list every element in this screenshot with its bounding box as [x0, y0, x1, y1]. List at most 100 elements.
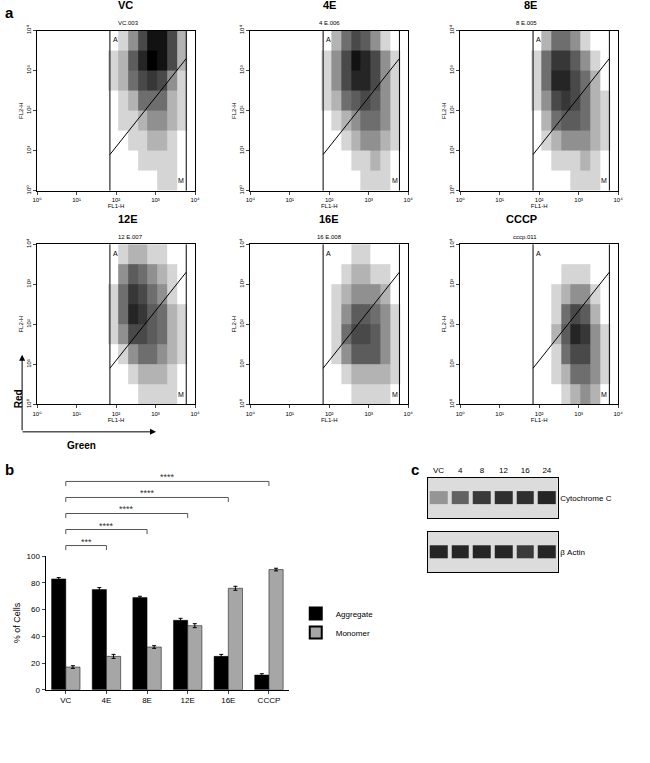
svg-text:% of Cells: % of Cells	[12, 602, 22, 643]
svg-text:10⁴: 10⁴	[190, 197, 200, 203]
svg-text:10²: 10²	[449, 319, 455, 328]
svg-text:10³: 10³	[449, 65, 455, 74]
svg-text:4 E.006: 4 E.006	[319, 20, 340, 26]
svg-text:10¹: 10¹	[26, 145, 32, 154]
svg-text:β Actin: β Actin	[560, 548, 585, 557]
svg-text:10³: 10³	[574, 197, 583, 203]
svg-text:10³: 10³	[239, 65, 245, 74]
svg-text:4: 4	[458, 466, 463, 475]
svg-text:10⁰: 10⁰	[246, 411, 256, 417]
svg-text:10³: 10³	[449, 279, 455, 288]
svg-text:10⁰: 10⁰	[246, 197, 256, 203]
svg-text:A: A	[536, 250, 541, 257]
svg-text:M: M	[178, 391, 184, 398]
svg-text:M: M	[601, 177, 607, 184]
svg-text:4E: 4E	[323, 0, 336, 11]
svg-text:100: 100	[27, 552, 41, 561]
svg-text:10¹: 10¹	[449, 145, 455, 154]
svg-text:10¹: 10¹	[285, 197, 294, 203]
svg-text:10²: 10²	[239, 105, 245, 114]
svg-text:VC: VC	[118, 0, 133, 11]
svg-text:A: A	[113, 250, 118, 257]
svg-text:VC: VC	[60, 696, 71, 705]
svg-text:FL2-H: FL2-H	[18, 102, 24, 119]
svg-text:0: 0	[35, 686, 40, 695]
svg-text:10¹: 10¹	[495, 411, 504, 417]
svg-text:10⁴: 10⁴	[614, 411, 624, 417]
svg-text:VC: VC	[433, 466, 444, 475]
svg-text:10³: 10³	[26, 279, 32, 288]
svg-text:FL1-H: FL1-H	[321, 203, 338, 209]
svg-text:10⁴: 10⁴	[26, 238, 32, 248]
svg-text:10⁴: 10⁴	[26, 25, 32, 35]
svg-text:A: A	[536, 36, 541, 43]
svg-text:M: M	[178, 177, 184, 184]
svg-text:8: 8	[480, 466, 485, 475]
svg-text:12E: 12E	[181, 696, 195, 705]
svg-text:FL1-H: FL1-H	[531, 417, 548, 423]
svg-text:10⁰: 10⁰	[449, 398, 455, 408]
svg-text:8 E.005: 8 E.005	[516, 20, 537, 26]
svg-text:FL1-H: FL1-H	[108, 203, 125, 209]
svg-text:10²: 10²	[239, 319, 245, 328]
svg-text:10⁰: 10⁰	[456, 197, 466, 203]
svg-text:10¹: 10¹	[495, 197, 504, 203]
svg-text:10⁴: 10⁴	[404, 411, 414, 417]
svg-text:cccp.011: cccp.011	[513, 234, 537, 240]
svg-text:10³: 10³	[574, 411, 583, 417]
svg-text:10⁰: 10⁰	[449, 185, 455, 195]
svg-text:10⁴: 10⁴	[239, 25, 245, 35]
svg-text:10³: 10³	[239, 279, 245, 288]
svg-text:M: M	[392, 391, 398, 398]
svg-text:FL1-H: FL1-H	[108, 417, 125, 423]
svg-text:CCCP: CCCP	[258, 696, 281, 705]
svg-text:10²: 10²	[449, 105, 455, 114]
svg-text:b: b	[5, 461, 14, 478]
svg-text:A: A	[113, 36, 118, 43]
svg-text:FL2-H: FL2-H	[231, 102, 237, 119]
svg-text:24: 24	[542, 466, 551, 475]
svg-text:10⁰: 10⁰	[33, 197, 43, 203]
svg-text:FL2-H: FL2-H	[441, 102, 447, 119]
svg-text:10²: 10²	[325, 197, 334, 203]
svg-text:10⁴: 10⁴	[239, 238, 245, 248]
svg-text:10⁰: 10⁰	[456, 411, 466, 417]
svg-text:Aggregate: Aggregate	[336, 610, 373, 619]
svg-text:8E: 8E	[524, 0, 537, 11]
svg-text:10⁰: 10⁰	[26, 398, 32, 408]
svg-text:****: ****	[99, 521, 114, 531]
svg-text:A: A	[326, 36, 331, 43]
svg-text:10¹: 10¹	[239, 145, 245, 154]
svg-text:8E: 8E	[142, 696, 152, 705]
svg-text:10⁴: 10⁴	[190, 411, 200, 417]
svg-text:10²: 10²	[26, 105, 32, 114]
svg-text:16 E.008: 16 E.008	[317, 234, 342, 240]
svg-text:Cytochrome C: Cytochrome C	[560, 494, 611, 503]
svg-text:10⁴: 10⁴	[404, 197, 414, 203]
svg-text:10¹: 10¹	[72, 411, 81, 417]
svg-text:16: 16	[521, 466, 530, 475]
svg-text:4E: 4E	[102, 696, 112, 705]
svg-text:****: ****	[160, 472, 175, 482]
svg-text:40: 40	[31, 632, 40, 641]
svg-text:80: 80	[31, 579, 40, 588]
svg-text:10³: 10³	[151, 197, 160, 203]
svg-text:10⁴: 10⁴	[449, 238, 455, 248]
svg-text:10³: 10³	[364, 197, 373, 203]
svg-text:10²: 10²	[26, 319, 32, 328]
svg-text:****: ****	[119, 504, 134, 514]
svg-text:FL1-H: FL1-H	[321, 417, 338, 423]
svg-text:10²: 10²	[112, 411, 121, 417]
svg-text:10³: 10³	[151, 411, 160, 417]
svg-text:Monomer: Monomer	[336, 629, 370, 638]
svg-text:10⁴: 10⁴	[614, 197, 624, 203]
svg-text:Green: Green	[67, 440, 96, 451]
svg-text:12: 12	[499, 466, 508, 475]
svg-text:VC.003: VC.003	[118, 20, 139, 26]
svg-text:10⁴: 10⁴	[449, 25, 455, 35]
svg-text:Red: Red	[13, 389, 24, 408]
svg-text:CCCP: CCCP	[506, 213, 537, 225]
svg-text:10¹: 10¹	[72, 197, 81, 203]
svg-text:10¹: 10¹	[285, 411, 294, 417]
svg-text:60: 60	[31, 605, 40, 614]
